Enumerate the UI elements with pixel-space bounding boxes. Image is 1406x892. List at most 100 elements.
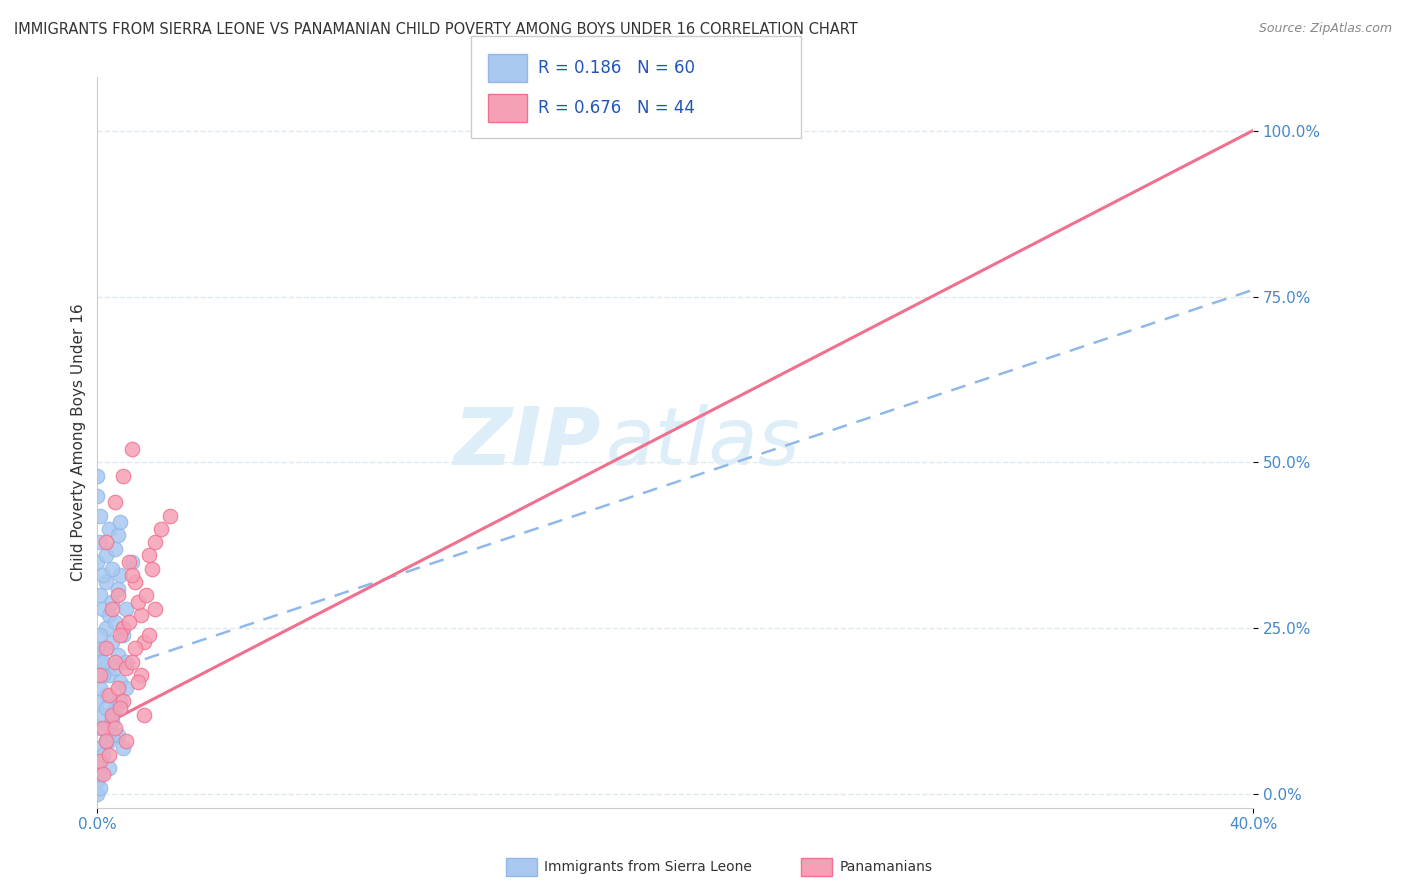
Point	[101, 595, 124, 609]
Point	[91, 707, 114, 722]
Point	[129, 608, 152, 623]
Point	[89, 754, 111, 768]
Point	[110, 628, 132, 642]
Point	[86, 754, 108, 768]
Point	[97, 734, 120, 748]
Point	[121, 655, 143, 669]
Point	[115, 655, 138, 669]
Point	[121, 442, 143, 457]
Point	[124, 641, 146, 656]
Point	[94, 641, 117, 656]
Point	[159, 508, 181, 523]
Point	[143, 535, 166, 549]
Point	[86, 468, 108, 483]
Point	[107, 728, 129, 742]
Point	[94, 535, 117, 549]
Point	[89, 681, 111, 696]
Point	[112, 740, 135, 755]
Point	[89, 535, 111, 549]
Point	[112, 694, 135, 708]
Text: Panamanians: Panamanians	[839, 860, 932, 874]
Point	[91, 668, 114, 682]
Point	[107, 588, 129, 602]
Point	[86, 555, 108, 569]
Point	[112, 468, 135, 483]
Point	[104, 495, 127, 509]
Point	[97, 608, 120, 623]
Point	[101, 601, 124, 615]
Point	[101, 714, 124, 729]
Point	[110, 694, 132, 708]
Point	[115, 661, 138, 675]
Point	[89, 767, 111, 781]
Point	[110, 568, 132, 582]
Point	[94, 549, 117, 563]
Point	[86, 641, 108, 656]
Point	[104, 541, 127, 556]
Point	[94, 574, 117, 589]
Point	[110, 674, 132, 689]
Point	[124, 574, 146, 589]
Point	[97, 688, 120, 702]
Point	[104, 721, 127, 735]
Point	[97, 747, 120, 762]
Point	[89, 655, 111, 669]
Text: IMMIGRANTS FROM SIERRA LEONE VS PANAMANIAN CHILD POVERTY AMONG BOYS UNDER 16 COR: IMMIGRANTS FROM SIERRA LEONE VS PANAMANI…	[14, 22, 858, 37]
Point	[112, 628, 135, 642]
Point	[94, 701, 117, 715]
Point	[89, 628, 111, 642]
Text: ZIP: ZIP	[453, 403, 600, 482]
Point	[121, 568, 143, 582]
Point	[112, 622, 135, 636]
Point	[101, 728, 124, 742]
Point	[104, 615, 127, 629]
Point	[129, 668, 152, 682]
Point	[91, 568, 114, 582]
Point	[118, 555, 141, 569]
Point	[94, 688, 117, 702]
Point	[89, 740, 111, 755]
Point	[91, 601, 114, 615]
Point	[91, 721, 114, 735]
Text: R = 0.676   N = 44: R = 0.676 N = 44	[538, 99, 696, 117]
Point	[89, 780, 111, 795]
Point	[115, 681, 138, 696]
Point	[138, 549, 160, 563]
Point	[89, 588, 111, 602]
Y-axis label: Child Poverty Among Boys Under 16: Child Poverty Among Boys Under 16	[72, 304, 86, 582]
Point	[132, 707, 155, 722]
Point	[112, 622, 135, 636]
Point	[127, 674, 149, 689]
Point	[101, 707, 124, 722]
Point	[107, 648, 129, 662]
Point	[86, 489, 108, 503]
Point	[115, 601, 138, 615]
Point	[104, 655, 127, 669]
Point	[143, 601, 166, 615]
Point	[89, 668, 111, 682]
Point	[97, 761, 120, 775]
Point	[115, 734, 138, 748]
Point	[97, 668, 120, 682]
Point	[101, 562, 124, 576]
Point	[110, 701, 132, 715]
Point	[118, 615, 141, 629]
Point	[91, 641, 114, 656]
Point	[91, 767, 114, 781]
Point	[138, 628, 160, 642]
Point	[94, 622, 117, 636]
Point	[121, 555, 143, 569]
Text: Source: ZipAtlas.com: Source: ZipAtlas.com	[1258, 22, 1392, 36]
Text: Immigrants from Sierra Leone: Immigrants from Sierra Leone	[544, 860, 752, 874]
Point	[107, 681, 129, 696]
Point	[91, 747, 114, 762]
Point	[104, 701, 127, 715]
Point	[110, 515, 132, 529]
Point	[94, 734, 117, 748]
Point	[86, 788, 108, 802]
Point	[91, 655, 114, 669]
Point	[94, 734, 117, 748]
Point	[135, 588, 157, 602]
Point	[104, 661, 127, 675]
Point	[86, 694, 108, 708]
